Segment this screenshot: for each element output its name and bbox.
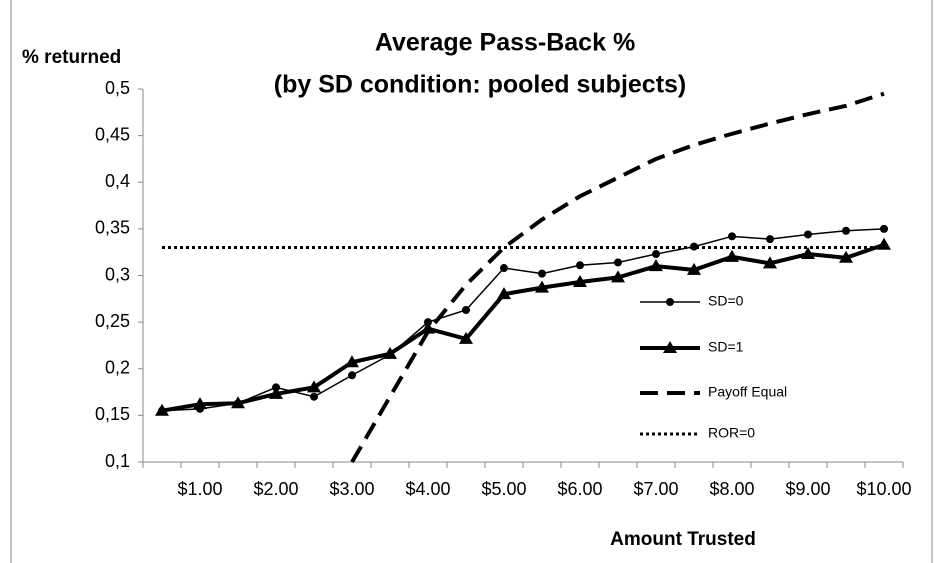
data-point xyxy=(728,232,736,241)
legend-marker xyxy=(666,298,674,306)
data-point xyxy=(497,287,511,300)
data-point xyxy=(842,226,850,235)
series-line xyxy=(161,242,885,413)
data-point xyxy=(766,235,774,244)
data-point xyxy=(801,247,815,260)
data-point xyxy=(310,392,318,401)
data-point xyxy=(538,269,546,278)
x-tick-label: $1.00 xyxy=(177,479,222,499)
data-point xyxy=(804,230,812,239)
x-tick-label: $3.00 xyxy=(329,479,374,499)
y-tick-label: 0,25 xyxy=(95,311,130,331)
data-point xyxy=(462,306,470,315)
series-line xyxy=(350,91,885,464)
data-point xyxy=(231,396,245,409)
data-point xyxy=(421,321,435,334)
x-tick-label: $4.00 xyxy=(405,479,450,499)
x-tick-label: $5.00 xyxy=(481,479,526,499)
x-tick-label: $6.00 xyxy=(557,479,602,499)
y-tick-label: 0,2 xyxy=(105,358,130,378)
x-axis-title: Amount Trusted xyxy=(610,529,756,550)
data-point xyxy=(649,259,663,272)
legend-label: SD=1 xyxy=(708,339,744,355)
x-tick-label: $7.00 xyxy=(633,479,678,499)
x-tick-label: $8.00 xyxy=(709,479,754,499)
data-point xyxy=(611,270,625,283)
data-point xyxy=(307,380,321,393)
data-point xyxy=(839,250,853,263)
data-point xyxy=(880,224,888,233)
legend-label: ROR=0 xyxy=(708,425,755,441)
data-point xyxy=(348,371,356,380)
y-tick-label: 0,3 xyxy=(105,264,130,284)
data-point xyxy=(652,250,660,259)
y-tick-label: 0,4 xyxy=(105,171,130,191)
data-point xyxy=(345,355,359,368)
data-point xyxy=(573,275,587,288)
data-point xyxy=(763,256,777,269)
legend-label: Payoff Equal xyxy=(708,384,787,400)
legend-marker xyxy=(663,341,677,353)
data-point xyxy=(535,280,549,293)
y-tick-label: 0,15 xyxy=(95,404,130,424)
data-point xyxy=(576,261,584,270)
chart-subtitle: (by SD condition: pooled subjects) xyxy=(274,71,687,99)
chart-title: Average Pass-Back % xyxy=(375,29,635,57)
y-tick-label: 0,5 xyxy=(105,78,130,98)
data-point xyxy=(193,397,207,410)
data-point xyxy=(383,346,397,359)
data-point xyxy=(614,258,622,267)
x-tick-label: $10.00 xyxy=(856,479,911,499)
y-tick-label: 0,45 xyxy=(95,124,130,144)
data-point xyxy=(725,249,739,262)
series-line xyxy=(161,228,885,412)
data-point xyxy=(269,386,283,399)
legend-label: SD=0 xyxy=(708,293,744,309)
x-tick-label: $9.00 xyxy=(785,479,830,499)
data-point xyxy=(877,237,891,250)
y-axis-title: % returned xyxy=(22,47,121,68)
x-tick-label: $2.00 xyxy=(253,479,298,499)
y-tick-label: 0,1 xyxy=(105,451,130,471)
data-point xyxy=(155,403,169,416)
y-tick-label: 0,35 xyxy=(95,218,130,238)
data-point xyxy=(459,331,473,344)
data-point xyxy=(500,264,508,273)
data-point xyxy=(687,262,701,275)
